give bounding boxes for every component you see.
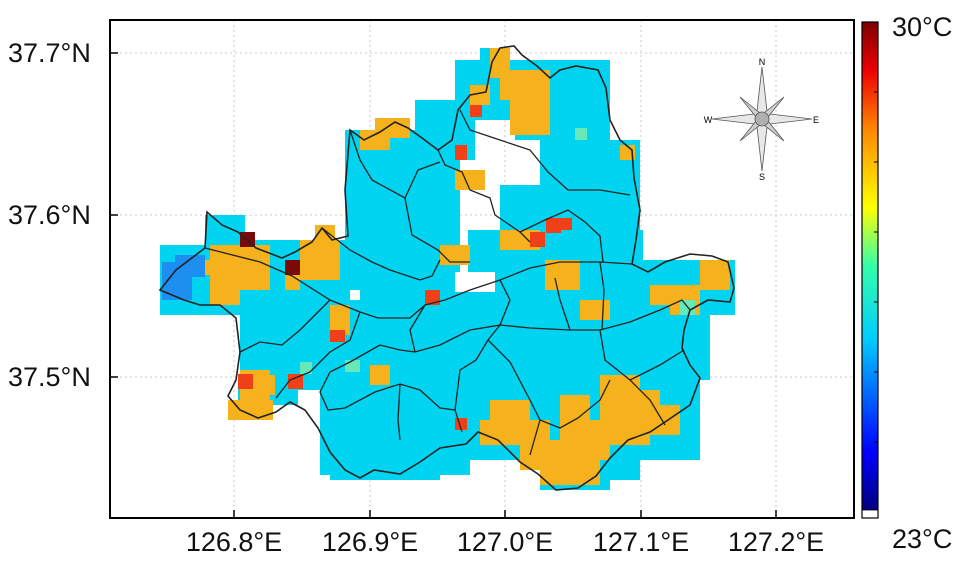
colorbar-max-label: 30°C (892, 12, 953, 42)
raster-warm-cell (470, 85, 490, 105)
temperature-raster (160, 48, 735, 490)
raster-hot-cell (330, 330, 345, 342)
colorbar-min-label: 23°C (892, 524, 953, 554)
x-tick-126-8: 126.8°E (185, 527, 283, 557)
raster-warm-cell (455, 170, 485, 190)
raster-warm-cell (315, 225, 335, 245)
raster-cool-cell (175, 255, 205, 277)
colorbar-gradient (862, 22, 878, 510)
raster-warm-cell (300, 240, 340, 280)
raster-warm-cell (510, 95, 550, 135)
raster-hot-cell (530, 232, 545, 247)
raster-warm-cell (540, 460, 600, 485)
raster-mild-cell (345, 360, 360, 372)
y-tick-37-7: 37.7°N (8, 38, 91, 68)
colorbar (861, 21, 879, 519)
raster-hottest-cell (285, 260, 300, 275)
raster-warm-cell (650, 285, 670, 305)
raster-hot-cell (560, 218, 572, 230)
compass-rose: N S E W (704, 57, 819, 182)
x-tick-127-2: 127.2°E (727, 527, 825, 557)
raster-hot-cell (288, 374, 303, 389)
y-tick-37-6: 37.6°N (8, 200, 91, 230)
raster-warm-cell (225, 245, 270, 290)
raster-hot-cell (546, 218, 561, 233)
x-tick-127-1: 127.1°E (592, 527, 690, 557)
raster-warm-cell (700, 260, 730, 290)
raster-warm-cell (228, 400, 273, 420)
compass-label-e: E (813, 115, 819, 125)
tick-marks (110, 52, 777, 518)
colorbar-frame (861, 21, 879, 519)
raster-warm-cell (370, 365, 390, 385)
compass-label-n: N (759, 57, 766, 67)
raster-hot-cell (238, 374, 253, 389)
x-tick-127-0: 127.0°E (456, 527, 554, 557)
colorbar-ticks (874, 91, 878, 443)
x-tick-126-9: 126.9°E (321, 527, 419, 557)
raster-warm-cell (580, 300, 610, 320)
raster-warm-cell (330, 305, 350, 335)
compass-label-s: S (759, 172, 765, 182)
compass-label-w: W (704, 115, 713, 125)
district-boundaries (204, 109, 691, 456)
raster-mild-cell (300, 362, 312, 374)
raster-warm-cell (255, 375, 275, 395)
seoul-outline (158, 45, 735, 491)
raster-hot-cell (425, 290, 440, 305)
raster-warm-cell (375, 118, 410, 138)
raster-nodata-cell (455, 272, 495, 292)
raster-hot-cell (455, 145, 467, 160)
raster-warm-cell (545, 260, 580, 290)
raster-hot-cell (470, 105, 482, 117)
y-tick-37-5: 37.5°N (8, 362, 91, 392)
raster-mild-cell (575, 128, 587, 140)
raster-warm-cell (640, 405, 680, 435)
plot-frame (109, 19, 855, 519)
